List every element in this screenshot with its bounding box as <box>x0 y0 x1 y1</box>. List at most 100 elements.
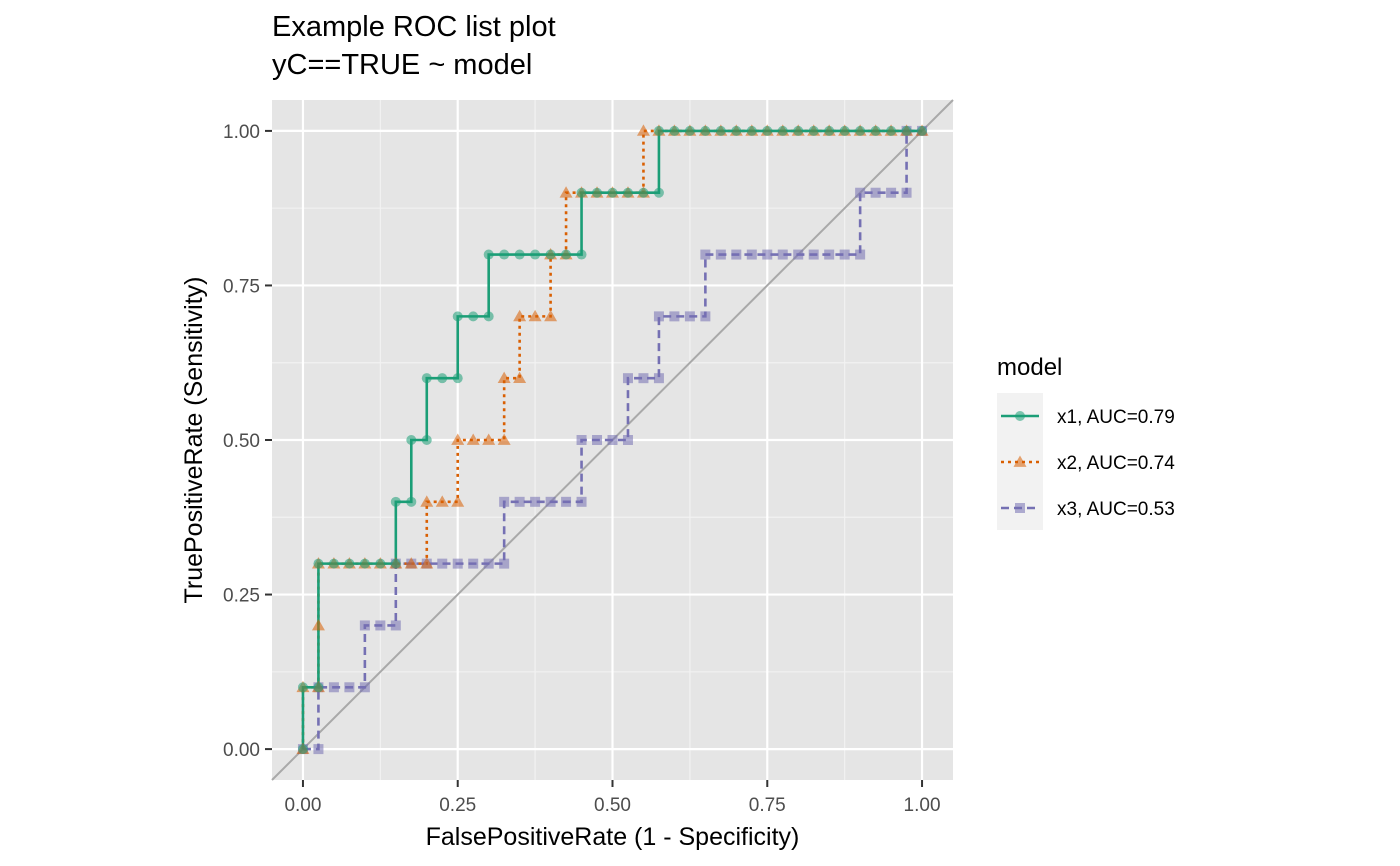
data-point-series-3 <box>746 249 757 260</box>
data-point-series-1 <box>576 249 587 260</box>
data-point-series-3 <box>901 187 912 198</box>
data-point-series-3 <box>653 311 664 322</box>
data-point-series-1 <box>359 558 370 569</box>
data-point-series-3 <box>700 249 711 260</box>
data-point-series-3 <box>684 311 695 322</box>
data-point-series-1 <box>855 125 866 136</box>
data-point-series-1 <box>561 249 572 260</box>
data-point-series-3 <box>328 682 339 693</box>
y-axis-label: TruePositiveRate (Sensitivity) <box>180 277 208 604</box>
data-point-series-1 <box>700 125 711 136</box>
data-point-series-1 <box>514 249 525 260</box>
legend-label-1: x1, AUC=0.79 <box>1057 407 1175 428</box>
data-point-series-3 <box>715 249 726 260</box>
data-point-series-1 <box>576 187 587 198</box>
data-point-series-1 <box>468 311 479 322</box>
data-point-series-3 <box>855 249 866 260</box>
y-tick-label: 0.00 <box>223 740 260 761</box>
data-point-series-3 <box>777 249 788 260</box>
data-point-series-3 <box>530 496 541 507</box>
legend: model x1, AUC=0.79 x2, AUC=0.74 x3, AUC=0.… <box>997 354 1175 530</box>
data-point-series-3 <box>855 187 866 198</box>
data-point-series-1 <box>777 125 788 136</box>
data-point-series-1 <box>607 187 618 198</box>
data-point-series-3 <box>762 249 773 260</box>
data-point-series-3 <box>468 558 479 569</box>
data-point-series-3 <box>514 496 525 507</box>
x-axis: 0.00 0.25 0.50 0.75 1.00 <box>284 780 941 816</box>
data-point-series-1 <box>390 558 401 569</box>
data-point-series-3 <box>653 373 664 384</box>
data-point-series-1 <box>297 682 308 693</box>
data-point-series-1 <box>793 125 804 136</box>
data-point-series-2 <box>559 186 573 198</box>
x-tick-label: 1.00 <box>904 795 941 816</box>
data-point-series-3 <box>793 249 804 260</box>
data-point-series-2 <box>404 557 418 569</box>
data-point-series-3 <box>886 187 897 198</box>
data-point-series-2 <box>420 557 434 569</box>
x-axis-label: FalsePositiveRate (1 - Specificity) <box>426 823 800 851</box>
data-point-series-1 <box>684 125 695 136</box>
data-point-series-3 <box>607 435 618 445</box>
data-point-series-3 <box>437 558 448 569</box>
chart-subtitle: yC==TRUE ~ model <box>272 49 533 81</box>
data-point-series-1 <box>437 373 448 384</box>
data-point-series-1 <box>715 125 726 136</box>
y-tick-label: 1.00 <box>223 122 260 143</box>
legend-key-marker-2 <box>1013 455 1027 467</box>
series-markers <box>296 124 929 755</box>
data-point-series-3 <box>669 311 680 322</box>
x-tick-label: 0.75 <box>749 795 786 816</box>
data-point-series-1 <box>421 373 432 384</box>
data-point-series-1 <box>839 125 850 136</box>
data-point-series-1 <box>638 187 649 198</box>
data-point-series-3 <box>638 373 649 384</box>
data-point-series-1 <box>545 249 556 260</box>
data-point-series-1 <box>746 125 757 136</box>
data-point-series-3 <box>483 558 494 569</box>
data-point-series-2 <box>636 124 650 136</box>
data-point-series-3 <box>452 558 463 569</box>
data-point-series-1 <box>406 435 417 445</box>
y-tick-label: 0.25 <box>223 586 260 607</box>
data-point-series-3 <box>344 682 355 693</box>
data-point-series-1 <box>452 311 463 322</box>
data-point-series-1 <box>824 125 835 136</box>
data-point-series-3 <box>375 620 386 631</box>
data-point-series-2 <box>497 433 511 445</box>
x-tick-label: 0.00 <box>284 795 321 816</box>
data-point-series-3 <box>499 558 510 569</box>
data-point-series-3 <box>870 187 881 198</box>
data-point-series-1 <box>886 125 897 136</box>
data-point-series-2 <box>451 495 465 507</box>
data-point-series-3 <box>824 249 835 260</box>
data-point-series-1 <box>452 373 463 384</box>
data-point-series-1 <box>669 125 680 136</box>
data-point-series-2 <box>497 371 511 384</box>
data-point-series-3 <box>545 496 556 507</box>
data-point-series-2 <box>513 309 527 322</box>
data-point-series-2 <box>513 371 527 384</box>
data-point-series-1 <box>344 558 355 569</box>
legend-title: model <box>997 354 1062 381</box>
data-point-series-3 <box>313 744 324 755</box>
data-point-series-1 <box>808 125 819 136</box>
data-point-series-2 <box>544 309 558 322</box>
data-point-series-3 <box>390 620 401 631</box>
data-point-series-3 <box>839 249 850 260</box>
data-point-series-1 <box>297 744 308 755</box>
data-point-series-3 <box>499 496 510 507</box>
data-point-series-2 <box>311 618 325 631</box>
data-point-series-1 <box>731 125 742 136</box>
data-point-series-1 <box>406 496 417 507</box>
data-point-series-2 <box>528 309 542 322</box>
legend-key-marker-3 <box>1015 503 1025 513</box>
data-point-series-1 <box>917 125 928 136</box>
data-point-series-1 <box>530 249 541 260</box>
data-point-series-3 <box>592 435 603 445</box>
data-point-series-3 <box>700 311 711 322</box>
data-point-series-1 <box>328 558 339 569</box>
data-point-series-3 <box>808 249 819 260</box>
